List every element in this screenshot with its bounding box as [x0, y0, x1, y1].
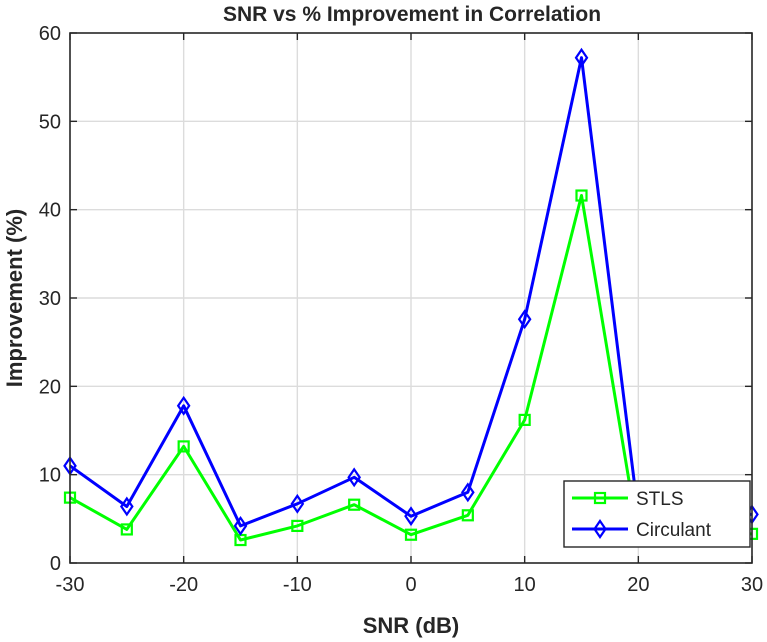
data-point-stls [404, 528, 418, 541]
legend-label-stls: STLS [636, 489, 684, 510]
y-tick-label: 0 [50, 553, 61, 575]
data-point-stls [575, 189, 588, 202]
legend-item-stls: STLS [572, 489, 684, 510]
data-point-circulant [233, 515, 248, 536]
y-tick-label: 10 [39, 465, 61, 487]
legend-item-circulant: Circulant [572, 519, 712, 541]
y-axis-label: Improvement (%) [2, 209, 27, 387]
chart-title: SNR vs % Improvement in Correlation [223, 3, 601, 26]
data-point-circulant [347, 467, 362, 488]
x-tick-label: 30 [741, 574, 763, 596]
data-point-circulant [119, 496, 134, 517]
x-axis-label: SNR (dB) [363, 613, 460, 638]
x-tick-label: 20 [627, 574, 649, 596]
x-tick-label: -10 [283, 574, 312, 596]
legend-box [563, 480, 751, 548]
x-axis-ticks: -30 -20 -10 0 10 20 30 [56, 33, 763, 596]
data-point-circulant [176, 395, 191, 416]
grid [70, 33, 752, 563]
data-point-stls [518, 413, 531, 426]
data-point-stls [291, 519, 304, 533]
legend-marker-stls [593, 491, 607, 505]
data-point-circulant [404, 506, 418, 527]
data-point-stls [461, 509, 474, 522]
y-tick-label: 50 [39, 111, 61, 133]
x-tick-label: 0 [405, 574, 416, 596]
legend-marker-circulant [593, 519, 607, 539]
data-point-circulant [460, 482, 475, 503]
x-tick-label: -30 [56, 574, 85, 596]
data-point-stls [348, 498, 361, 511]
legend: STLS Circulant [563, 480, 751, 548]
data-point-stls [177, 440, 190, 453]
data-point-circulant [517, 309, 532, 330]
legend-label-circulant: Circulant [636, 520, 712, 541]
x-tick-label: -20 [169, 574, 198, 596]
data-point-stls [120, 523, 133, 536]
y-tick-label: 20 [39, 376, 61, 398]
data-point-circulant [574, 47, 589, 68]
y-tick-label: 40 [39, 200, 61, 222]
y-tick-label: 60 [39, 23, 61, 45]
data-point-circulant [290, 493, 305, 514]
y-tick-label: 30 [39, 288, 61, 310]
y-axis-ticks: 0 10 20 30 40 50 60 [39, 23, 752, 575]
x-tick-label: 10 [514, 574, 536, 596]
